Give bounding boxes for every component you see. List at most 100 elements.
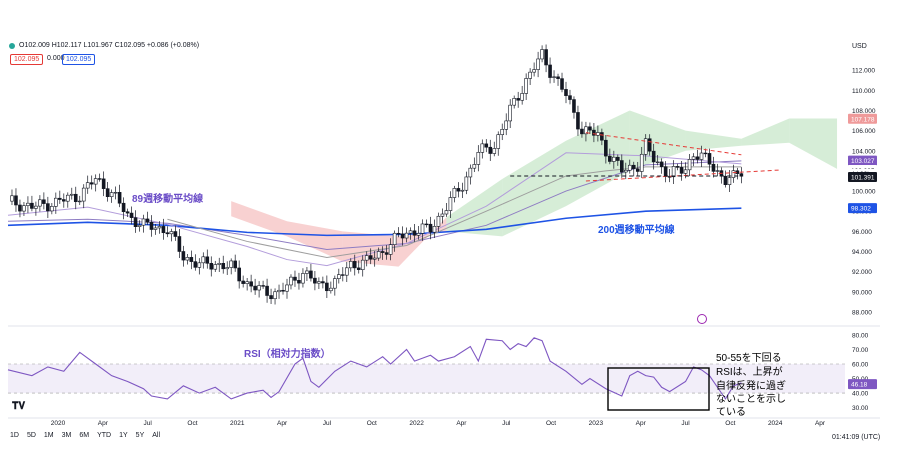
range-selector: 1D 5D 1M 3M 6M YTD 1Y 5Y All <box>10 432 160 439</box>
candle-body <box>496 134 501 149</box>
candle-body <box>679 167 684 174</box>
candle-body <box>568 95 572 100</box>
rsi-tick-label: 70.00 <box>852 347 869 354</box>
rsi-highlight-box <box>607 367 710 411</box>
candle-body <box>344 267 349 276</box>
candle-body <box>65 194 70 202</box>
candle-body <box>213 264 218 270</box>
candle-body <box>420 223 425 234</box>
range-5d[interactable]: 5D <box>26 432 36 439</box>
candle-body <box>241 280 245 284</box>
candle-body <box>193 261 198 268</box>
range-1m[interactable]: 1M <box>43 432 54 439</box>
note-line-1: 50-55を下回る <box>716 352 782 364</box>
range-ytd[interactable]: YTD <box>97 432 112 439</box>
time-tick-label: Apr <box>98 420 109 427</box>
candle-body <box>731 170 736 178</box>
time-tick-label: Oct <box>725 420 735 427</box>
range-3m[interactable]: 3M <box>61 432 72 439</box>
candle-body <box>448 197 453 211</box>
candle-body <box>548 64 552 78</box>
sell-price-box[interactable]: 102.095 <box>10 54 44 65</box>
currency-selector[interactable]: USD <box>852 43 867 50</box>
candle-body <box>93 178 98 185</box>
candle-body <box>372 257 377 260</box>
candle-body <box>61 199 66 202</box>
candle-body <box>117 192 122 204</box>
range-6m[interactable]: 6M <box>79 432 90 439</box>
alert-icon[interactable] <box>697 314 707 324</box>
candle-body <box>161 226 166 234</box>
candle-body <box>540 49 544 60</box>
candle-body <box>217 262 222 265</box>
candle-body <box>663 166 668 177</box>
candle-body <box>639 153 644 172</box>
range-all[interactable]: All <box>152 432 161 439</box>
candle-body <box>472 164 477 169</box>
cloud-segment <box>231 201 287 237</box>
candle-body <box>14 195 18 206</box>
time-tick-label: Apr <box>456 420 467 427</box>
candle-body <box>651 150 656 163</box>
candle-body <box>703 152 708 155</box>
candle-body <box>10 195 14 202</box>
candle-body <box>699 152 704 160</box>
candle-body <box>73 193 78 203</box>
candle-body <box>508 104 513 122</box>
candle-body <box>400 233 405 239</box>
candle-body <box>544 49 548 66</box>
rsi-badge <box>848 379 877 390</box>
cloud-segment <box>789 118 838 169</box>
price-badge-label: 98.302 <box>851 206 871 213</box>
candle-body <box>616 156 620 161</box>
candle-body <box>412 230 417 236</box>
candle-body <box>536 58 540 70</box>
candle-body <box>337 274 341 279</box>
candle-body <box>436 215 441 227</box>
buy-price-box[interactable]: 102.095 <box>62 54 96 65</box>
time-tick-label: 2022 <box>409 420 424 427</box>
candle-body <box>619 160 624 173</box>
note-line-2: RSIは、上昇が <box>716 365 783 378</box>
candle-body <box>592 129 596 136</box>
candle-body <box>600 132 604 141</box>
candle-body <box>169 231 174 235</box>
candle-body <box>687 159 692 171</box>
candle-body <box>524 78 528 94</box>
candle-body <box>313 277 317 284</box>
rsi-label: RSI（相対力指数） <box>244 347 331 360</box>
candle-body <box>408 230 413 234</box>
candle-body <box>572 99 576 113</box>
candle-body <box>277 289 281 293</box>
price-badge-label: 101.391 <box>851 175 875 182</box>
candle-body <box>695 156 700 160</box>
note-line-5: ている <box>716 406 746 418</box>
rsi-tick-label: 30.00 <box>852 405 869 412</box>
candle-body <box>520 93 524 101</box>
ma200-label: 200週移動平均線 <box>598 223 675 236</box>
candle-body <box>197 262 202 268</box>
candle-body <box>261 285 265 287</box>
annotations: 89週移動平均線 200週移動平均線 RSI（相対力指数） 50-55を下回る … <box>132 192 786 418</box>
candle-body <box>691 156 696 160</box>
price-tick-label: 112.000 <box>852 68 875 75</box>
candle-body <box>149 221 154 230</box>
candle-body <box>480 143 485 153</box>
candle-body <box>153 227 158 230</box>
candle-body <box>273 291 277 300</box>
candle-body <box>516 98 520 101</box>
range-1y[interactable]: 1Y <box>119 432 128 439</box>
candle-body <box>416 233 421 236</box>
candle-body <box>715 170 720 172</box>
candle-body <box>643 138 648 155</box>
range-1d[interactable]: 1D <box>10 432 19 439</box>
candle-body <box>556 76 560 79</box>
candle-body <box>396 232 401 235</box>
candle-body <box>424 223 429 226</box>
range-5y[interactable]: 5Y <box>135 432 145 439</box>
candle-body <box>177 236 182 252</box>
candle-body <box>125 211 130 214</box>
candle-body <box>352 261 357 269</box>
candle-body <box>560 78 564 90</box>
candle-body <box>364 255 369 261</box>
